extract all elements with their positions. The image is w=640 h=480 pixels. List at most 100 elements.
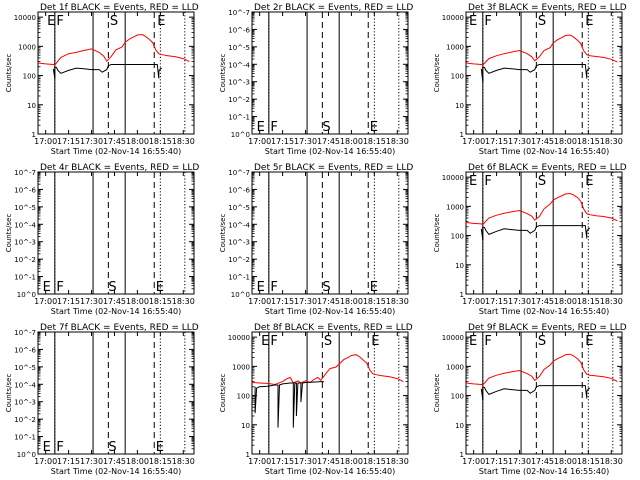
y-tick-label: 10^-2 xyxy=(228,256,250,264)
segment-marker: S xyxy=(108,440,116,455)
y-tick-label: 10000 xyxy=(442,174,464,182)
plot-frame xyxy=(465,11,623,135)
x-axis-label: Start Time (02-Nov-14 16:55:40) xyxy=(265,467,395,476)
x-tick-label: 17:00 xyxy=(248,297,271,306)
y-tick-label: 10 xyxy=(27,102,36,110)
y-tick-label: 1 xyxy=(460,131,464,139)
x-tick-label: 18:15 xyxy=(363,457,386,466)
y-tick-label: 100 xyxy=(451,233,464,241)
x-axis-label: Start Time (02-Nov-14 16:55:40) xyxy=(479,147,609,156)
segment-marker: E xyxy=(469,334,477,349)
series-lld xyxy=(37,33,190,66)
x-axis-label: Start Time (02-Nov-14 16:55:40) xyxy=(51,147,181,156)
y-tick-label: 10^-3 xyxy=(228,79,250,87)
plot-frame xyxy=(251,331,409,455)
x-tick-label: 18:15 xyxy=(577,457,600,466)
x-tick-label: 17:00 xyxy=(248,457,271,466)
segment-marker: E xyxy=(469,174,477,189)
x-tick-label: 17:30 xyxy=(294,137,317,146)
y-tick-label: 10^-6 xyxy=(14,186,36,194)
y-tick-label: 10000 xyxy=(442,14,464,22)
segment-marker: S xyxy=(322,120,330,135)
y-tick-label: 10^-7 xyxy=(228,9,250,17)
segment-marker: S xyxy=(322,280,330,295)
segment-marker: F xyxy=(484,14,491,29)
series-lld xyxy=(251,354,404,386)
segment-marker: E xyxy=(585,14,593,29)
segment-marker: F xyxy=(56,14,63,29)
segment-marker: F xyxy=(270,120,277,135)
x-tick-label: 17:00 xyxy=(462,457,485,466)
x-tick-label: 17:15 xyxy=(485,457,508,466)
y-tick-label: 1000 xyxy=(446,363,464,371)
segment-marker: E xyxy=(156,440,164,455)
y-tick-label: 10^-3 xyxy=(228,239,250,247)
y-tick-label: 10^0 xyxy=(17,451,36,459)
series-lld xyxy=(465,353,618,386)
x-tick-label: 18:00 xyxy=(554,457,577,466)
y-tick-label: 1 xyxy=(246,451,250,459)
y-tick-label: 10^-5 xyxy=(14,364,36,372)
x-tick-label: 18:15 xyxy=(149,297,172,306)
segment-marker: S xyxy=(324,334,332,349)
y-tick-label: 1 xyxy=(460,451,464,459)
plot-frame xyxy=(251,11,409,135)
series-events xyxy=(480,385,591,401)
y-tick-label: 10^-7 xyxy=(14,169,36,177)
x-tick-label: 17:45 xyxy=(103,137,126,146)
segment-marker: E xyxy=(585,174,593,189)
x-tick-label: 18:15 xyxy=(577,137,600,146)
segment-marker: E xyxy=(257,120,265,135)
x-tick-label: 17:15 xyxy=(57,457,80,466)
panel-title: Det 5r BLACK = Events, RED = LLD xyxy=(254,163,413,173)
x-tick-label: 18:15 xyxy=(149,137,172,146)
segment-marker: F xyxy=(270,334,277,349)
x-axis-label: Start Time (02-Nov-14 16:55:40) xyxy=(479,307,609,316)
panel-title: Det 7f BLACK = Events, RED = LLD xyxy=(40,323,199,333)
y-tick-label: 10 xyxy=(455,422,464,430)
segment-marker: F xyxy=(56,440,63,455)
x-tick-label: 17:30 xyxy=(80,137,103,146)
x-tick-label: 18:15 xyxy=(363,137,386,146)
x-tick-label: 18:00 xyxy=(554,137,577,146)
x-axis-label: Start Time (02-Nov-14 16:55:40) xyxy=(479,467,609,476)
x-tick-label: 17:45 xyxy=(103,297,126,306)
x-tick-label: 17:15 xyxy=(57,297,80,306)
segment-marker: E xyxy=(371,334,379,349)
y-tick-label: 10 xyxy=(241,422,250,430)
y-tick-label: 1000 xyxy=(232,363,250,371)
y-tick-label: 1000 xyxy=(18,43,36,51)
segment-marker: F xyxy=(56,280,63,295)
y-tick-label: 1 xyxy=(460,291,464,299)
x-tick-label: 18:00 xyxy=(126,457,149,466)
y-tick-label: 10^0 xyxy=(231,291,250,299)
segment-marker: E xyxy=(47,14,55,29)
series-events xyxy=(254,381,324,428)
x-tick-label: 17:00 xyxy=(34,297,57,306)
x-tick-label: 17:30 xyxy=(80,297,103,306)
x-tick-label: 18:30 xyxy=(600,297,623,306)
y-tick-label: 10^-2 xyxy=(14,416,36,424)
segment-marker: E xyxy=(261,334,269,349)
x-tick-label: 17:15 xyxy=(57,137,80,146)
x-tick-label: 18:30 xyxy=(172,137,195,146)
x-tick-label: 17:45 xyxy=(531,297,554,306)
segment-marker: E xyxy=(157,14,165,29)
y-tick-label: 10 xyxy=(455,262,464,270)
y-tick-label: 10^-2 xyxy=(14,256,36,264)
x-tick-label: 17:45 xyxy=(531,457,554,466)
x-tick-label: 17:15 xyxy=(485,297,508,306)
x-tick-label: 17:45 xyxy=(317,137,340,146)
segment-marker: E xyxy=(43,440,51,455)
panel-title: Det 8f BLACK = Events, RED = LLD xyxy=(254,323,413,333)
y-tick-label: 10^-3 xyxy=(14,239,36,247)
x-tick-label: 17:30 xyxy=(508,457,531,466)
panel-title: Det 6f BLACK = Events, RED = LLD xyxy=(468,163,627,173)
x-tick-label: 18:00 xyxy=(340,297,363,306)
x-tick-label: 17:45 xyxy=(103,457,126,466)
